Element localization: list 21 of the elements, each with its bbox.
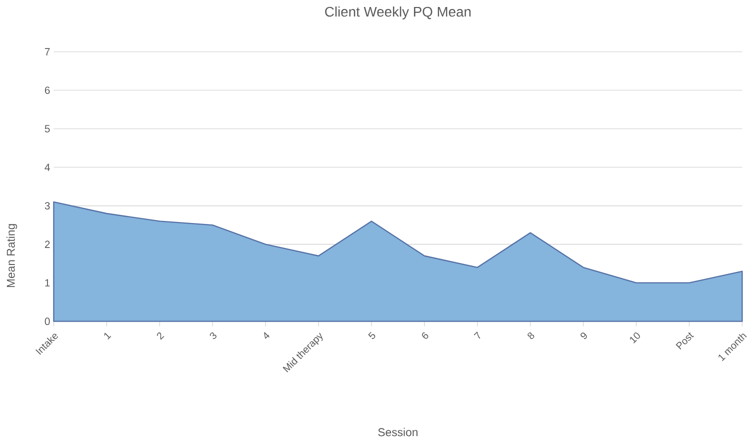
y-tick-label: 3 [44,202,50,210]
x-axis-title: Session [378,428,418,436]
chart-title: Client Weekly PQ Mean [325,6,471,20]
x-tick-label: 10 [630,332,640,344]
y-tick-label: 4 [44,164,50,171]
y-tick-label: 0 [44,318,50,326]
x-tick-label: 1 [104,332,112,340]
x-tick-label: 2 [156,332,164,340]
y-axis-title: Mean Rating [6,224,18,288]
y-tick-label: 7 [44,48,50,56]
x-tick-label: 4 [264,332,270,339]
x-tick-label: 6 [422,332,428,339]
x-tick-label: 7 [474,332,480,339]
x-tick-label: 3 [210,332,216,340]
y-tick-label: 2 [44,240,50,248]
y-tick-label: 1 [45,279,50,287]
x-tick-label: 8 [528,332,534,340]
y-tick-label: 6 [44,86,50,94]
y-tick-label: 5 [44,125,50,133]
x-tick-label: 5 [368,332,376,340]
x-tick-label: 9 [580,332,587,340]
